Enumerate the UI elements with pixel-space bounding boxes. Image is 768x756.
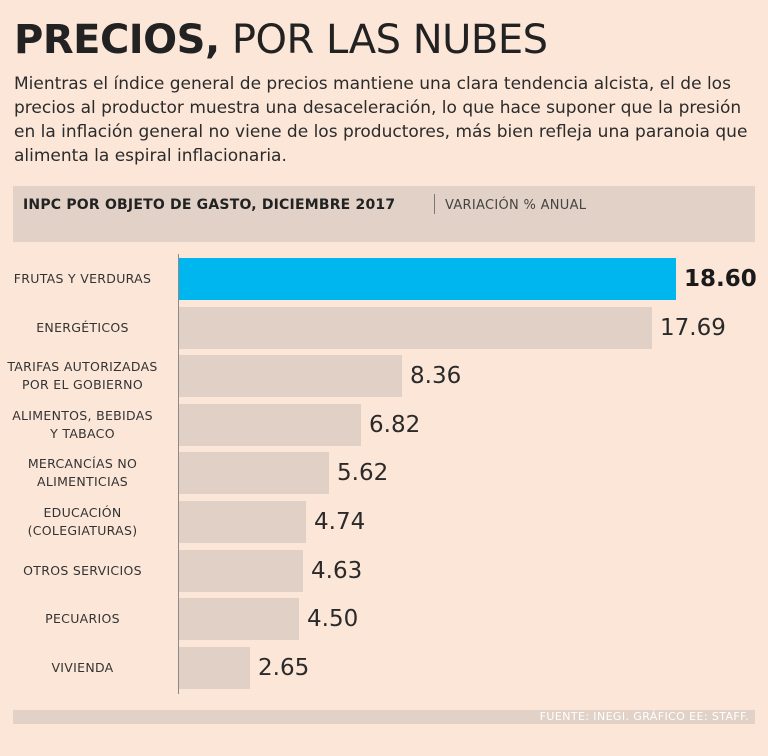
category-label-line: TARIFAS AUTORIZADAS [7, 359, 158, 374]
category-label-line: ALIMENTICIAS [36, 474, 129, 489]
bar-7 [179, 550, 303, 592]
category-label-line: MERCANCÍAS NO [27, 456, 138, 471]
value-label: 4.50 [307, 606, 359, 632]
category-label-line: VIVIENDA [51, 660, 114, 675]
category-label-line: EDUCACIÓN [43, 505, 122, 520]
title-bold: PRECIOS, [14, 17, 220, 63]
category-label-line: ENERGÉTICOS [36, 320, 129, 335]
chart-title: INPC POR OBJETO DE GASTO, DICIEMBRE 2017 [23, 197, 396, 213]
category-label: VIVIENDA [0, 659, 165, 677]
title-light: POR LAS NUBES [231, 17, 548, 63]
category-label-line: OTROS SERVICIOS [23, 563, 142, 578]
bar-6 [179, 501, 306, 543]
category-label: PECUARIOS [0, 610, 165, 628]
category-label: MERCANCÍAS NO ALIMENTICIAS [0, 455, 165, 491]
category-label-line: FRUTAS Y VERDURAS [13, 271, 152, 286]
bar-5 [179, 452, 329, 494]
category-label: EDUCACIÓN (COLEGIATURAS) [0, 504, 165, 540]
value-label: 5.62 [337, 460, 389, 486]
bar-3 [179, 355, 402, 397]
header-separator [434, 194, 435, 214]
value-label: 6.82 [369, 412, 421, 438]
bar-1 [179, 258, 676, 300]
value-label: 4.63 [311, 558, 363, 584]
chart-subtitle: VARIACIÓN % ANUAL [445, 198, 587, 213]
intro-paragraph: Mientras el índice general de precios ma… [14, 74, 748, 166]
category-label: ENERGÉTICOS [0, 319, 165, 337]
value-label: 2.65 [258, 655, 310, 681]
value-label: 8.36 [410, 363, 462, 389]
chart-header: INPC POR OBJETO DE GASTO, DICIEMBRE 2017… [13, 186, 755, 242]
category-label-line: ALIMENTOS, BEBIDAS [12, 408, 153, 423]
value-label: 18.60 [684, 266, 757, 292]
value-label: 4.74 [314, 509, 366, 535]
category-label-line: Y TABACO [50, 426, 115, 441]
category-label: ALIMENTOS, BEBIDAS Y TABACO [0, 407, 165, 443]
category-label-line: PECUARIOS [45, 611, 120, 626]
value-label: 17.69 [660, 315, 726, 341]
category-label-line: POR EL GOBIERNO [22, 377, 143, 392]
bar-9 [179, 647, 250, 689]
bar-8 [179, 598, 299, 640]
page-title: PRECIOS, POR LAS NUBES [14, 16, 548, 64]
bar-2 [179, 307, 652, 349]
bar-4 [179, 404, 361, 446]
footer-bar: FUENTE: INEGI. GRÁFICO EE: STAFF. [13, 710, 755, 724]
category-label: FRUTAS Y VERDURAS [0, 270, 165, 288]
category-label-line: (COLEGIATURAS) [27, 523, 138, 538]
category-label: TARIFAS AUTORIZADAS POR EL GOBIERNO [0, 358, 165, 394]
source-note: FUENTE: INEGI. GRÁFICO EE: STAFF. [539, 710, 749, 723]
category-label: OTROS SERVICIOS [0, 562, 165, 580]
y-axis-line [178, 254, 179, 694]
